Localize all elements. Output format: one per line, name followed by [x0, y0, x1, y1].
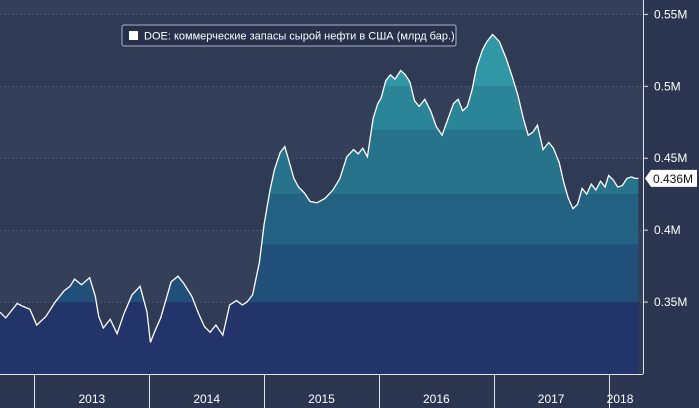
last-value-callout-box [645, 169, 697, 187]
x-tick-label: 2013 [79, 392, 106, 406]
plot-background-band [0, 0, 643, 15]
area-fill-band [0, 302, 639, 374]
legend-swatch [129, 31, 138, 40]
x-tick-label: 2014 [193, 392, 220, 406]
x-axis [0, 374, 643, 408]
y-tick-label: 0.4M [654, 223, 681, 237]
y-tick-labels: 0.35M 0.4M 0.45M 0.5M 0.55M [643, 7, 687, 309]
y-tick-label: 0.5M [654, 79, 681, 93]
y-tick-label: 0.45M [654, 151, 687, 165]
x-axis-dividers [34, 374, 610, 408]
legend-label: DOE: коммерческие запасы сырой нефти в С… [144, 31, 455, 43]
x-tick-label: 2018 [607, 392, 634, 406]
x-tick-label: 2015 [308, 392, 335, 406]
legend-box [121, 24, 457, 47]
x-tick-labels: 2013 2014 2015 2016 2017 2018 [79, 392, 634, 406]
x-tick-label: 2017 [538, 392, 565, 406]
last-value-label: 0.436M [653, 172, 693, 186]
series-line [0, 33, 639, 343]
last-value-callout: 0.436M [645, 169, 697, 187]
y-axis-strip [643, 0, 699, 408]
x-axis-strip [0, 374, 643, 408]
y-axis [643, 0, 699, 408]
legend: DOE: коммерческие запасы сырой нефти в С… [121, 24, 457, 47]
y-tick-label: 0.35M [654, 295, 687, 309]
y-tick-label: 0.55M [654, 7, 687, 21]
x-tick-label: 2016 [423, 392, 450, 406]
